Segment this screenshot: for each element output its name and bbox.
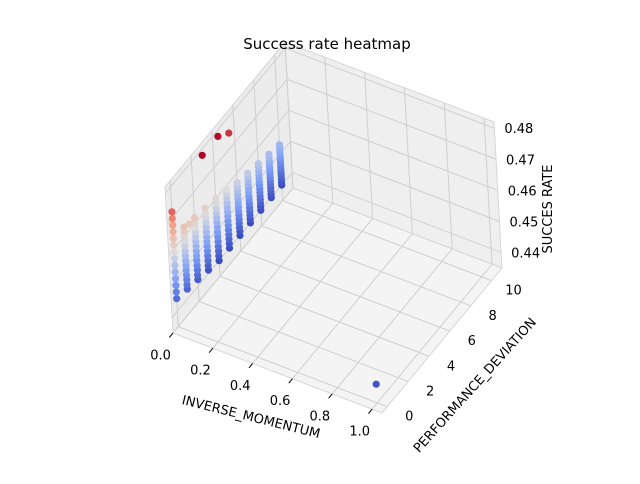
x-grid-line [252, 218, 374, 364]
data-point [372, 380, 380, 388]
z-tick-label: 0.46 [508, 184, 537, 199]
data-point [172, 288, 180, 296]
data-point [233, 179, 241, 187]
y-tick-label: 6 [468, 334, 476, 349]
x-grid-line [212, 202, 334, 349]
data-point [168, 214, 176, 223]
y-grid-line [219, 275, 430, 357]
x-tick-label: 0.4 [230, 379, 251, 394]
y-grid-line [240, 250, 451, 332]
x-tick-label: 0.8 [310, 409, 331, 424]
x-tick-mark [248, 363, 254, 369]
x-grid-line [172, 187, 294, 334]
y-tick-label: 0 [405, 410, 413, 425]
z-tick-label: 0.44 [511, 246, 540, 261]
y-tick-label: 10 [505, 284, 522, 299]
z-grid-line [286, 78, 497, 160]
data-point [225, 129, 233, 137]
data-point [275, 141, 284, 149]
x-tick-mark [328, 393, 333, 399]
data-point [265, 150, 273, 158]
y-tick-label: 4 [447, 359, 455, 374]
x-grid-line [443, 102, 453, 249]
x-tick-label: 0.6 [270, 394, 291, 409]
z-grid-line [285, 47, 495, 129]
x-grid-line [483, 118, 493, 265]
z-axis-label: SUCCES RATE [541, 164, 556, 253]
data-point [201, 204, 209, 212]
x-grid-line [331, 248, 453, 395]
x-grid-line [324, 57, 334, 204]
data-point [198, 151, 206, 159]
data-points [168, 129, 380, 388]
data-point [244, 169, 252, 177]
data-point [171, 268, 179, 276]
x-tick-label: 0.0 [150, 348, 171, 363]
x-tick-mark [208, 347, 214, 353]
data-point [173, 295, 181, 303]
y-grid-line [198, 301, 409, 382]
y-grid-line [282, 200, 492, 282]
x-tick-label: 0.2 [190, 364, 211, 379]
z-grid-line [164, 47, 286, 194]
x-grid-line [364, 72, 374, 219]
z-tick-label: 0.48 [504, 122, 533, 137]
chart-title: Success rate heatmap [243, 35, 411, 53]
data-point [212, 195, 220, 203]
x-tick-mark [368, 408, 373, 414]
z-grid-line [168, 110, 290, 256]
x-grid-line [284, 41, 294, 189]
data-point [172, 275, 180, 283]
data-point [170, 255, 179, 263]
data-point [190, 214, 199, 222]
data-point [180, 223, 188, 231]
x-tick-mark [168, 332, 174, 338]
z-grid-line [290, 140, 500, 222]
data-point [214, 132, 222, 140]
x-grid-line [371, 263, 493, 410]
data-point [222, 185, 230, 193]
data-point [170, 241, 178, 249]
x-tick-label: 1.0 [349, 425, 370, 440]
z-grid-line [288, 109, 498, 191]
z-grid-line [166, 78, 288, 225]
grid-lines [164, 41, 502, 410]
x-grid-line [292, 233, 413, 380]
data-point [168, 208, 176, 216]
y-tick-label: 8 [489, 309, 497, 324]
z-tick-label: 0.45 [509, 215, 538, 230]
data-point [185, 220, 193, 228]
y-grid-line [178, 326, 388, 408]
data-point [169, 221, 177, 229]
data-point [169, 234, 177, 243]
z-grid-line [291, 172, 502, 253]
z-tick-label: 0.47 [506, 153, 535, 168]
data-point [170, 248, 178, 256]
data-point [254, 160, 262, 168]
y-grid-line [261, 225, 471, 307]
data-point [172, 281, 180, 289]
data-point [169, 228, 177, 236]
x-grid-line [403, 87, 413, 234]
y-tick-label: 2 [426, 384, 434, 399]
x-axis-label: INVERSE_MOMENTUM [180, 393, 321, 442]
data-point [171, 261, 179, 269]
x-tick-mark [288, 378, 293, 384]
